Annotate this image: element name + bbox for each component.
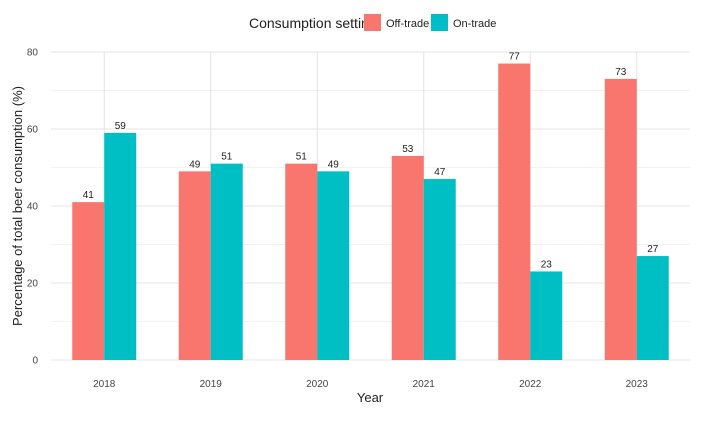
data-label: 49 [328,159,340,170]
bar-off-trade-2020 [285,163,318,360]
bar-on-trade-2023 [636,256,669,360]
data-label: 77 [509,52,521,63]
x-tick-label: 2022 [519,379,542,390]
bar-off-trade-2023 [604,78,637,360]
legend-title: Consumption setting [249,15,377,31]
x-tick-label: 2020 [306,379,329,390]
bar-on-trade-2020 [317,171,350,360]
legend-label-on-trade: On-trade [453,18,496,30]
data-label: 51 [221,152,233,163]
data-labels-layer: 41 59 49 51 51 49 53 47 77 23 73 27 [83,52,659,271]
data-label: 23 [541,259,553,270]
bar-on-trade-2019 [210,163,243,360]
bar-off-trade-2022 [498,63,531,361]
bar-off-trade-2018 [72,202,105,360]
bar-off-trade-2019 [178,171,211,360]
y-tick-label: 0 [32,356,38,367]
x-tick-label: 2021 [413,379,436,390]
bar-off-trade-2021 [391,155,424,360]
y-tick-label: 20 [27,279,39,290]
x-tick-label: 2023 [626,379,649,390]
x-axis-title: Year [357,390,384,405]
y-tick-label: 80 [27,48,39,59]
data-label: 49 [189,159,201,170]
y-axis-title: Percentage of total beer consumption (%) [10,86,25,326]
data-label: 27 [647,244,659,255]
data-label: 59 [115,121,127,132]
data-label: 73 [615,67,627,78]
x-tick-label: 2018 [93,379,116,390]
bars-layer [72,63,669,361]
data-label: 51 [296,152,308,163]
data-label: 53 [402,144,414,155]
legend-swatch-on-trade [431,14,448,31]
bar-on-trade-2018 [104,132,137,360]
data-label: 41 [83,190,95,201]
legend: Consumption setting Off-trade On-trade [249,14,496,31]
bar-on-trade-2022 [530,271,563,360]
axes-layer: 0 20 40 60 80 2018 2019 2020 2021 2022 2023 [27,48,648,391]
data-label: 47 [434,167,446,178]
bar-on-trade-2021 [423,179,456,360]
legend-swatch-off-trade [364,14,381,31]
x-tick-label: 2019 [200,379,223,390]
y-tick-label: 60 [27,125,39,136]
legend-label-off-trade: Off-trade [386,18,429,30]
grid-layer [51,51,690,361]
y-tick-label: 40 [27,202,39,213]
